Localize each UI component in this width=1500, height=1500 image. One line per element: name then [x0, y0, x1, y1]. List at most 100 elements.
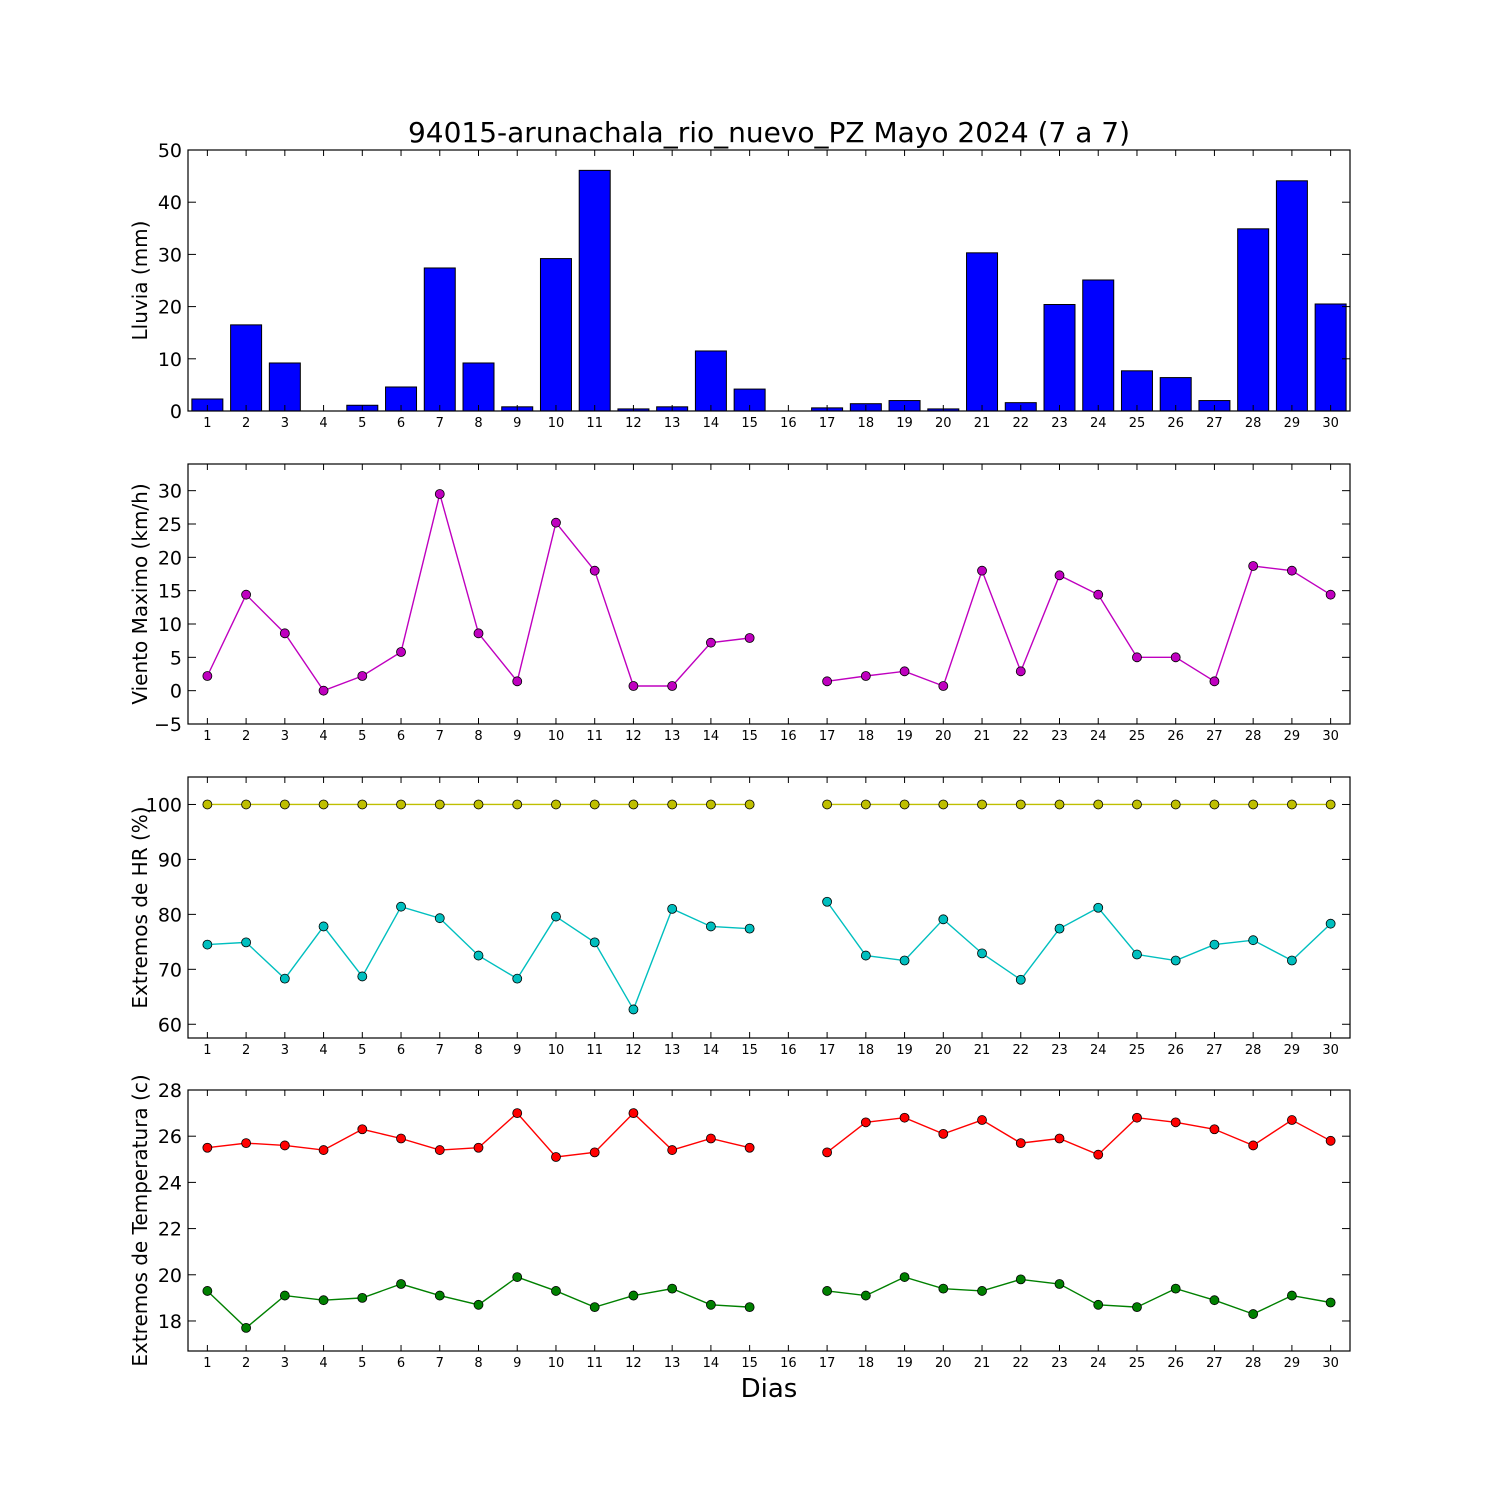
y-tick-label: 90 [158, 849, 182, 871]
series-1-point-day-12 [628, 1108, 639, 1118]
series-1-point-day-22 [1015, 1138, 1026, 1149]
x-tick-label: 5 [358, 729, 366, 744]
series-1-point-day-27 [1209, 799, 1220, 810]
series-2-point-day-20 [938, 914, 949, 925]
x-tick-label: 2 [242, 1356, 250, 1371]
series-2-point-day-9 [512, 1272, 523, 1282]
series-2-point-day-13 [667, 1283, 678, 1294]
series-1-point-day-18 [860, 1117, 871, 1128]
x-tick-label: 15 [741, 1356, 758, 1371]
series-2-point-day-10 [551, 1286, 561, 1296]
series-2-line-segment-2 [826, 901, 1332, 981]
x-tick-label: 23 [1051, 729, 1068, 744]
x-tick-label: 27 [1206, 1043, 1223, 1058]
rain-bar-day-28 [1237, 228, 1270, 412]
y-tick-label: 30 [158, 244, 182, 266]
series-2-point-day-29 [1287, 1290, 1297, 1301]
series-2-point-day-22 [1015, 1274, 1026, 1285]
x-tick-label: 25 [1129, 416, 1146, 431]
series-2-point-day-27 [1209, 1295, 1220, 1306]
series-1-point-day-19 [899, 666, 910, 677]
series-1-point-day-20 [938, 681, 949, 691]
plot-frame [187, 1089, 1351, 1352]
series-1-point-day-2 [241, 1138, 252, 1149]
series-1-point-day-25 [1132, 799, 1142, 810]
series-1-point-day-10 [551, 517, 561, 528]
series-1-point-day-19 [899, 799, 910, 810]
series-2-point-day-30 [1325, 1297, 1336, 1308]
x-tick-label: 13 [664, 1356, 681, 1371]
rain-bar-day-2 [230, 324, 263, 412]
series-1-point-day-24 [1093, 799, 1104, 810]
series-1-point-day-14 [706, 1133, 716, 1144]
series-1-point-day-13 [667, 799, 678, 810]
rain-bar-day-10 [539, 258, 572, 412]
series-1-point-day-9 [512, 799, 523, 810]
rain-bar-day-7 [423, 267, 456, 412]
x-tick-label: 15 [741, 416, 758, 431]
series-2-point-day-3 [279, 1290, 290, 1301]
series-1-point-day-21 [977, 799, 987, 810]
x-tick-label: 20 [935, 1043, 952, 1058]
x-tick-label: 12 [625, 1043, 642, 1058]
x-tick-label: 14 [703, 416, 720, 431]
series-1-point-day-24 [1093, 589, 1104, 600]
plot-frame [187, 149, 1351, 412]
x-tick-label: 9 [513, 416, 521, 431]
series-1-point-day-22 [1015, 666, 1026, 677]
series-2-point-day-21 [977, 948, 987, 959]
x-tick-label: 19 [896, 729, 913, 744]
x-tick-label: 22 [1012, 1356, 1029, 1371]
series-1-point-day-1 [202, 799, 213, 810]
series-1-point-day-23 [1054, 799, 1065, 810]
series-1-point-day-13 [667, 1145, 678, 1155]
series-1-point-day-22 [1015, 799, 1026, 810]
series-1-point-day-13 [667, 681, 678, 691]
y-tick-label: 20 [158, 547, 182, 569]
x-tick-label: 7 [436, 1356, 444, 1371]
x-tick-label: 1 [203, 729, 211, 744]
x-tick-label: 18 [858, 1356, 875, 1371]
x-tick-label: 11 [586, 1356, 603, 1371]
rain-bar-day-8 [462, 362, 495, 412]
series-1-point-day-17 [822, 1147, 832, 1158]
series-2-point-day-22 [1015, 974, 1026, 985]
y-axis-label: Extremos de HR (%) [128, 806, 152, 1008]
series-2-point-day-17 [822, 896, 832, 907]
y-tick-label: 60 [158, 1014, 182, 1036]
x-tick-label: 3 [281, 416, 289, 431]
y-tick-label: 0 [170, 401, 182, 423]
x-tick-label: 18 [858, 729, 875, 744]
x-tick-label: 24 [1090, 416, 1107, 431]
series-1-point-day-8 [473, 799, 484, 810]
x-tick-label: 15 [741, 1043, 758, 1058]
series-1-point-day-15 [744, 1142, 755, 1153]
y-tick-label: 50 [158, 140, 182, 162]
series-2-point-day-15 [744, 1302, 755, 1313]
x-tick-label: 5 [358, 416, 366, 431]
x-tick-label: 10 [548, 1043, 565, 1058]
x-tick-label: 5 [358, 1356, 366, 1371]
series-1-point-day-14 [706, 799, 716, 810]
x-tick-label: 18 [858, 416, 875, 431]
x-tick-label: 14 [703, 1043, 720, 1058]
x-tick-label: 29 [1284, 1356, 1301, 1371]
x-tick-label: 29 [1284, 729, 1301, 744]
series-1-point-day-3 [279, 799, 290, 810]
series-1-point-day-11 [589, 1147, 600, 1158]
x-tick-label: 9 [513, 1356, 521, 1371]
x-tick-label: 19 [896, 416, 913, 431]
x-tick-label: 13 [664, 1043, 681, 1058]
series-2-point-day-8 [473, 1299, 484, 1310]
plot-frame [187, 776, 1351, 1039]
series-2-point-day-17 [822, 1286, 832, 1296]
series-2-line-segment-2 [827, 1276, 1331, 1315]
series-1-point-day-29 [1287, 799, 1297, 810]
series-1-point-day-26 [1170, 799, 1181, 810]
series-1-point-day-4 [318, 685, 329, 696]
series-1-point-day-5 [357, 1124, 368, 1135]
series-2-point-day-28 [1248, 935, 1259, 946]
x-tick-label: 24 [1090, 1043, 1107, 1058]
series-2-point-day-5 [357, 1292, 368, 1303]
x-tick-label: 16 [780, 1043, 797, 1058]
